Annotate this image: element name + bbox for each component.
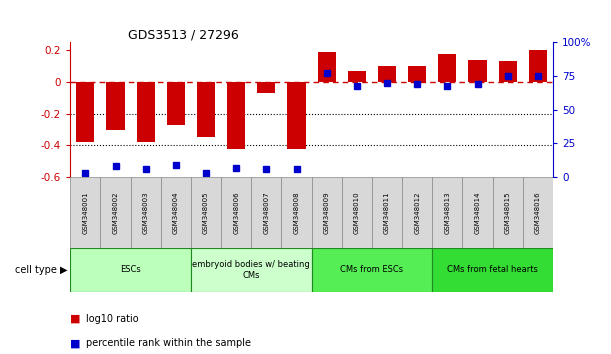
Bar [227, 82, 245, 149]
Text: ESCs: ESCs [120, 266, 141, 274]
Bar [251, 177, 282, 248]
Bar [348, 71, 366, 82]
Text: GSM348001: GSM348001 [82, 191, 89, 234]
Bar [529, 50, 547, 82]
Bar [469, 60, 486, 82]
Text: GSM348007: GSM348007 [263, 191, 269, 234]
Bar [106, 82, 125, 130]
Bar [523, 177, 553, 248]
Bar [312, 248, 433, 292]
Text: ■: ■ [70, 338, 84, 348]
Bar [257, 82, 276, 93]
Bar [70, 177, 100, 248]
Bar [372, 177, 402, 248]
Bar [288, 82, 306, 149]
Text: GSM348004: GSM348004 [173, 191, 179, 234]
Bar [191, 177, 221, 248]
Text: GSM348009: GSM348009 [324, 191, 330, 234]
Text: CMs from ESCs: CMs from ESCs [340, 266, 403, 274]
Text: GSM348006: GSM348006 [233, 191, 239, 234]
Bar [100, 177, 131, 248]
Text: embryoid bodies w/ beating
CMs: embryoid bodies w/ beating CMs [192, 260, 310, 280]
Text: GSM348013: GSM348013 [444, 191, 450, 234]
Bar [492, 177, 523, 248]
Bar [402, 177, 433, 248]
Bar [197, 82, 215, 137]
Text: log10 ratio: log10 ratio [86, 314, 138, 324]
Bar [137, 82, 155, 142]
Text: GSM348003: GSM348003 [143, 191, 148, 234]
Bar [433, 177, 463, 248]
Bar [131, 177, 161, 248]
Bar [167, 82, 185, 125]
Bar [76, 82, 95, 142]
Text: GSM348005: GSM348005 [203, 191, 209, 234]
Bar [318, 52, 336, 82]
Text: GDS3513 / 27296: GDS3513 / 27296 [128, 28, 239, 41]
Text: GSM348015: GSM348015 [505, 191, 511, 234]
Bar [312, 177, 342, 248]
Text: GSM348011: GSM348011 [384, 191, 390, 234]
Text: GSM348002: GSM348002 [112, 191, 119, 234]
Text: GSM348016: GSM348016 [535, 191, 541, 234]
Bar [463, 177, 492, 248]
Text: ■: ■ [70, 314, 84, 324]
Text: GSM348008: GSM348008 [293, 191, 299, 234]
Bar [342, 177, 372, 248]
Bar [438, 53, 456, 82]
Text: percentile rank within the sample: percentile rank within the sample [86, 338, 251, 348]
Bar [408, 66, 426, 82]
Bar [161, 177, 191, 248]
Bar [499, 62, 517, 82]
Bar [282, 177, 312, 248]
Bar [378, 66, 396, 82]
Bar [191, 248, 312, 292]
Text: GSM348014: GSM348014 [475, 191, 480, 234]
Text: cell type ▶: cell type ▶ [15, 265, 67, 275]
Text: CMs from fetal hearts: CMs from fetal hearts [447, 266, 538, 274]
Bar [221, 177, 251, 248]
Text: GSM348012: GSM348012 [414, 191, 420, 234]
Text: GSM348010: GSM348010 [354, 191, 360, 234]
Bar [433, 248, 553, 292]
Bar [70, 248, 191, 292]
